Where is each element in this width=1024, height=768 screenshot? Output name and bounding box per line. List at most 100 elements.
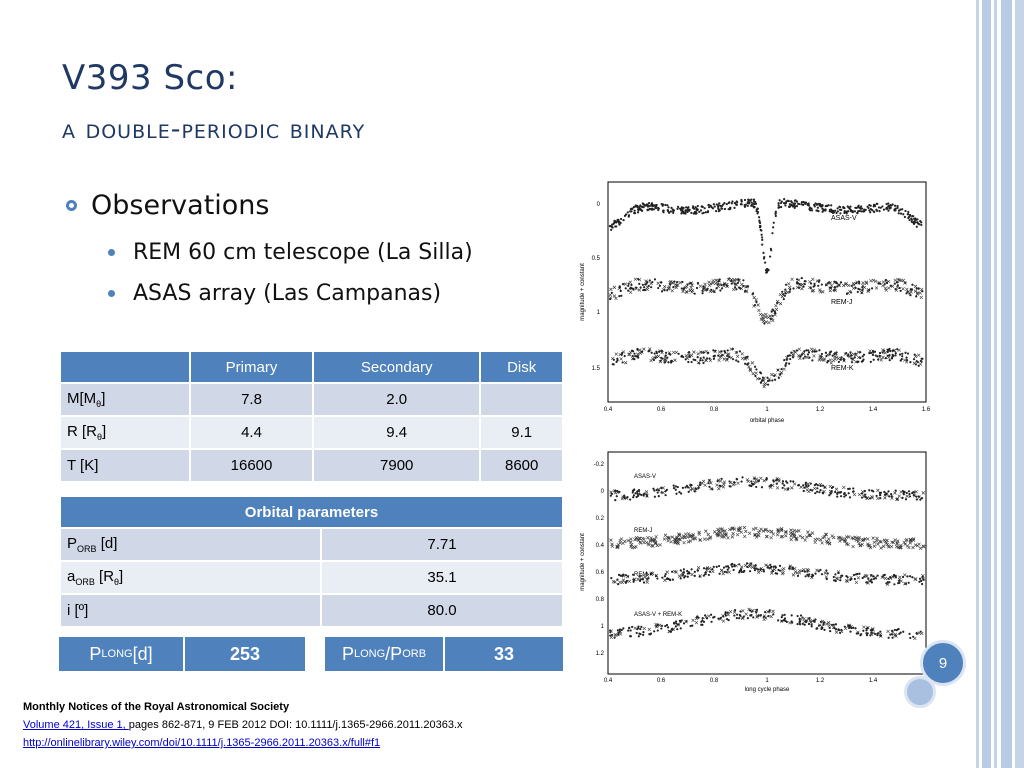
volume-link[interactable]: Volume 421, Issue 1, bbox=[23, 719, 129, 731]
plot-point bbox=[778, 569, 782, 572]
plot-point bbox=[871, 353, 875, 356]
plot-point bbox=[781, 570, 785, 575]
plot-point bbox=[881, 351, 884, 354]
plot-point bbox=[615, 495, 618, 498]
plot-point bbox=[753, 477, 756, 480]
plot-point bbox=[860, 633, 863, 636]
plot-point bbox=[832, 623, 835, 626]
reference-journal: Monthly Notices of the Royal Astronomica… bbox=[23, 701, 290, 713]
plot-point bbox=[878, 210, 881, 213]
plot-point bbox=[832, 209, 835, 212]
plot-point bbox=[876, 496, 880, 501]
plot-point bbox=[875, 494, 878, 498]
plot-point bbox=[728, 527, 732, 532]
plot-point bbox=[703, 571, 708, 576]
table-cell: 7900 bbox=[312, 448, 482, 483]
plot-point bbox=[912, 358, 916, 361]
plot-point bbox=[748, 484, 752, 487]
plot-point bbox=[762, 615, 765, 618]
plot-point bbox=[856, 350, 861, 354]
plot-point bbox=[731, 565, 734, 568]
plot-point bbox=[905, 356, 908, 359]
plot-point bbox=[908, 492, 911, 496]
table-header-row: Primary Secondary Disk bbox=[59, 350, 564, 384]
plot-point bbox=[823, 571, 828, 575]
plot-point bbox=[617, 221, 620, 224]
table-cell bbox=[479, 382, 564, 417]
plot-point bbox=[858, 543, 862, 548]
plot-point bbox=[828, 484, 832, 489]
plot-point bbox=[665, 488, 668, 491]
plot-point bbox=[852, 626, 855, 629]
plot-point bbox=[662, 537, 667, 541]
plot-point bbox=[827, 623, 831, 628]
plot-point bbox=[664, 624, 667, 628]
plot-point bbox=[650, 286, 653, 289]
plot-point bbox=[803, 201, 806, 204]
plot-point bbox=[811, 489, 814, 492]
plot-point bbox=[918, 546, 923, 550]
plot-point bbox=[727, 201, 730, 205]
plot-point bbox=[702, 574, 705, 577]
plot-point bbox=[802, 617, 806, 621]
plot-point bbox=[698, 210, 701, 213]
plot-point bbox=[830, 204, 833, 207]
plot-point bbox=[702, 285, 705, 288]
plot-point bbox=[858, 288, 861, 291]
plot-point bbox=[720, 284, 723, 287]
reference-url-link[interactable]: http://onlinelibrary.wiley.com/doi/10.11… bbox=[23, 737, 381, 749]
plot-point bbox=[734, 286, 737, 289]
plot-point bbox=[755, 368, 758, 371]
plot-point bbox=[897, 579, 901, 582]
plot-point bbox=[860, 360, 864, 363]
plot-point bbox=[645, 285, 650, 289]
plot-point bbox=[696, 356, 699, 359]
plot-point bbox=[775, 533, 780, 537]
plot-point bbox=[888, 358, 891, 362]
plot-point bbox=[772, 613, 775, 616]
plot-point bbox=[685, 535, 690, 539]
plot-point bbox=[817, 210, 820, 213]
plot-point bbox=[627, 289, 630, 292]
plot-point bbox=[680, 212, 683, 215]
plot-point bbox=[815, 568, 819, 573]
plot-point bbox=[804, 280, 807, 283]
plot-point bbox=[723, 349, 726, 353]
plot-point bbox=[842, 206, 845, 209]
plot-point bbox=[784, 619, 787, 623]
table-cell: 2.0 bbox=[312, 382, 482, 417]
plot-point bbox=[727, 208, 730, 211]
plot-point bbox=[690, 360, 693, 364]
slide-title: V393 Sco: bbox=[62, 58, 238, 98]
plot-point bbox=[742, 279, 745, 282]
plot-point bbox=[620, 580, 625, 585]
plot-point bbox=[775, 482, 778, 485]
plot-point bbox=[664, 494, 667, 497]
plot-point bbox=[851, 210, 854, 214]
plot-point bbox=[807, 622, 811, 626]
plot-point bbox=[714, 349, 717, 352]
plot-point bbox=[851, 544, 855, 549]
plot-point bbox=[809, 482, 812, 485]
plot-point bbox=[791, 573, 796, 577]
plot-point bbox=[703, 207, 706, 210]
plot-point bbox=[678, 533, 682, 538]
plot-point bbox=[854, 627, 857, 630]
plot-point bbox=[707, 204, 710, 207]
plot-point bbox=[850, 284, 853, 287]
plot-point bbox=[633, 277, 638, 281]
plot-point bbox=[893, 538, 897, 542]
plot-point bbox=[639, 286, 642, 289]
plot-point bbox=[875, 209, 879, 212]
plot-point bbox=[838, 491, 842, 494]
plot-point bbox=[735, 203, 738, 206]
plot-point bbox=[887, 577, 890, 580]
plot-point bbox=[790, 351, 793, 354]
plot-point bbox=[686, 540, 691, 544]
plot-point bbox=[828, 210, 831, 213]
plot-point bbox=[673, 358, 677, 362]
plot-point bbox=[812, 285, 815, 288]
plot2-xlabel: long cycle phase bbox=[745, 687, 790, 693]
plot-point bbox=[806, 482, 810, 486]
plot-point bbox=[619, 221, 622, 225]
